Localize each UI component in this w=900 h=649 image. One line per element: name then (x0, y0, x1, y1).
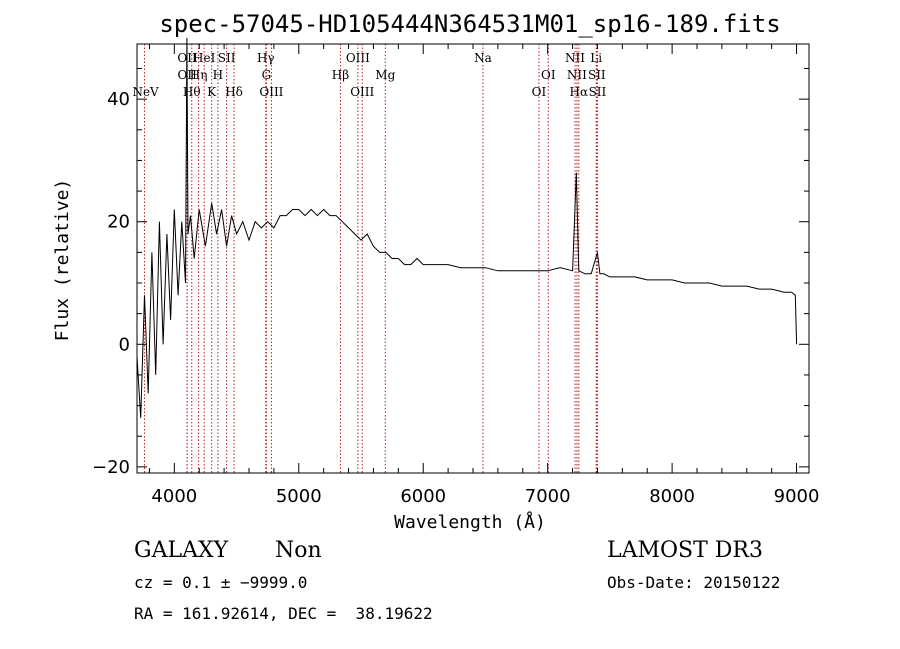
series-line-spectrum (136, 37, 798, 418)
emission-line-markers: NeVOIIOIIHθHηHeIKHSIIHδHγGOIIIHβOIIIOIII… (132, 44, 607, 473)
marker-label: G (262, 68, 272, 82)
x-tick-label: 8000 (649, 486, 695, 507)
object-subclass: Non (275, 538, 322, 563)
observation-date: Obs-Date: 20150122 (607, 573, 781, 592)
marker-label: HeI (193, 51, 216, 65)
x-tick-label: 6000 (400, 486, 446, 507)
x-tick-label: 5000 (276, 486, 322, 507)
marker-label: Mg (375, 68, 395, 82)
marker-label: H (213, 68, 223, 82)
y-tick-label: −20 (92, 457, 130, 478)
marker-label: NeV (132, 85, 159, 99)
marker-label: Hα (569, 85, 588, 99)
chart-title: spec-57045-HD105444N364531M01_sp16-189.f… (159, 10, 780, 38)
marker-label: SII (589, 85, 607, 99)
x-tick-label: 4000 (151, 486, 197, 507)
marker-label: OI (532, 85, 547, 99)
marker-label: NII (565, 51, 585, 65)
y-tick-label: 20 (107, 212, 130, 233)
survey-name: LAMOST DR3 (607, 538, 763, 563)
marker-label: Hδ (225, 85, 243, 99)
plot-frame (136, 43, 810, 474)
marker-label: OIII (346, 51, 370, 65)
marker-label: SII (588, 68, 606, 82)
object-class: GALAXY (134, 538, 229, 563)
marker-label: Hθ (183, 85, 201, 99)
y-axis-label: Flux (relative) (52, 179, 73, 342)
marker-label: Hγ (257, 51, 275, 65)
marker-label: OIII (259, 85, 283, 99)
marker-label: Hη (190, 68, 208, 82)
ra-dec-coordinates: RA = 161.92614, DEC = 38.19622 (134, 604, 433, 623)
marker-label: Li (590, 51, 602, 65)
marker-label: Na (474, 51, 492, 65)
x-tick-label: 7000 (525, 486, 571, 507)
axis-ticks: 4000 5000 6000 7000 8000 9000 −20 0 20 40 (92, 44, 819, 507)
redshift-cz: cz = 0.1 ± −9999.0 (134, 573, 308, 592)
marker-label: OI (541, 68, 556, 82)
x-tick-label: 9000 (774, 486, 820, 507)
series-layer (136, 37, 798, 418)
y-tick-label: 40 (107, 89, 130, 110)
y-tick-label: 0 (119, 334, 130, 355)
marker-label: NII (567, 68, 587, 82)
marker-label: K (207, 85, 217, 99)
marker-label: SII (218, 51, 236, 65)
marker-label: OIII (350, 85, 374, 99)
x-axis-label: Wavelength (Å) (394, 511, 546, 533)
marker-label: Hβ (332, 68, 349, 82)
